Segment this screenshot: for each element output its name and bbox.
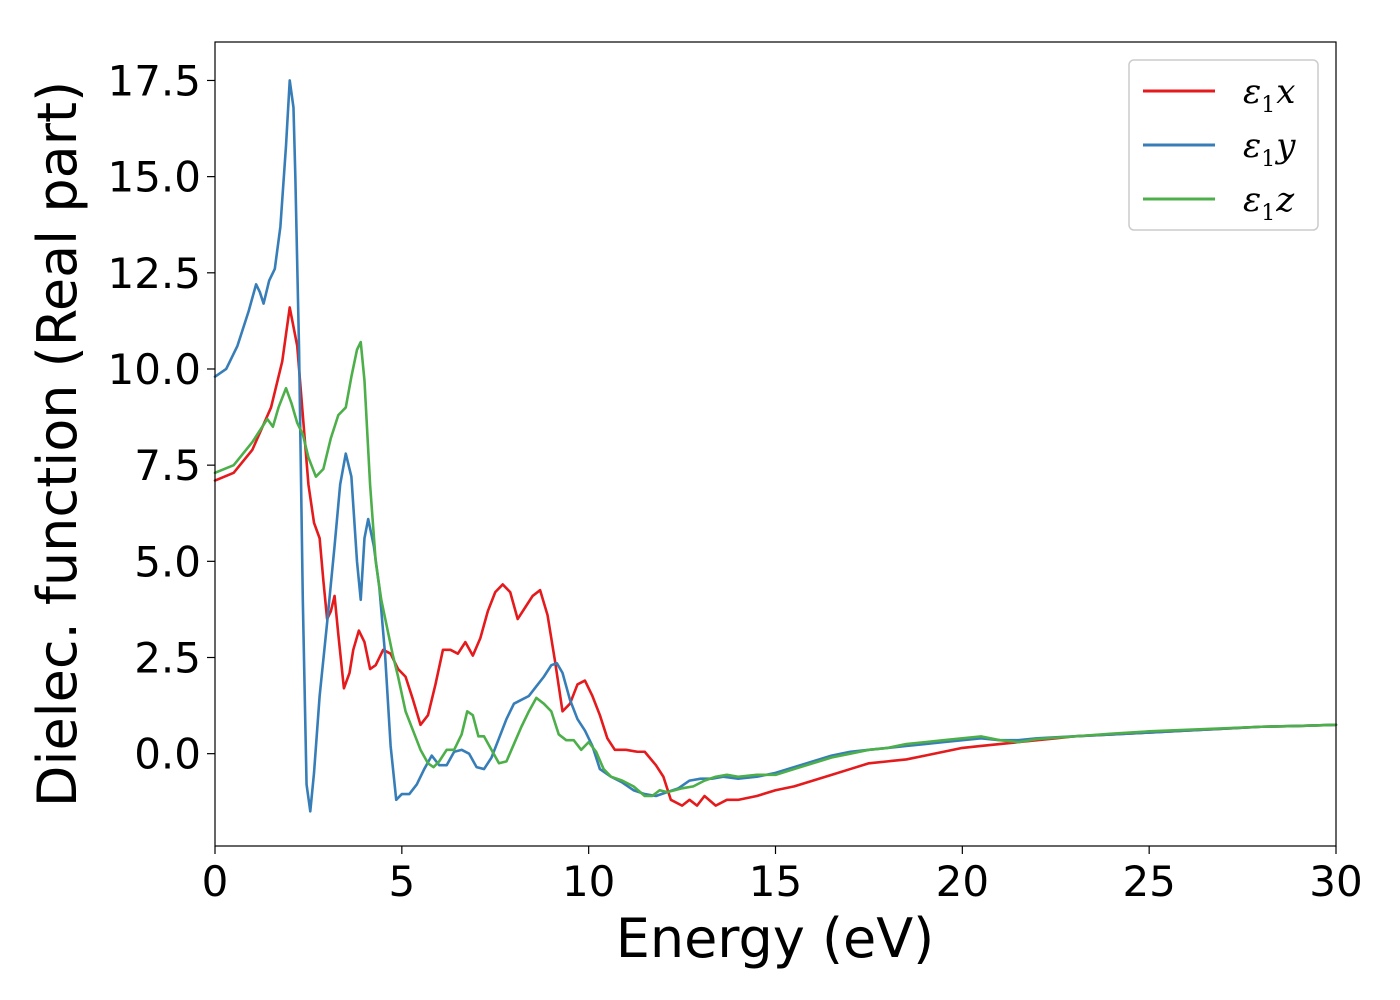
legend-symbol: ε [1243, 180, 1261, 220]
y-tick-label: 17.5 [107, 56, 201, 105]
y-axis: 0.0 2.5 5.0 7.5 10.0 12.5 15.0 17.5 [107, 56, 215, 779]
x-axis-title: Energy (eV) [616, 907, 935, 970]
x-tick-label: 15 [749, 857, 802, 906]
y-axis-title: Dielec. function (Real part) [26, 81, 89, 807]
legend-subscript: 1 [1261, 93, 1275, 118]
x-tick-label: 25 [1122, 857, 1175, 906]
legend-component: z [1275, 180, 1295, 220]
legend-symbol: ε [1243, 72, 1261, 112]
legend-component: x [1276, 72, 1295, 112]
x-tick-label: 10 [562, 857, 615, 906]
y-tick-label: 7.5 [134, 441, 201, 490]
y-tick-label: 15.0 [107, 153, 201, 202]
legend-component: y [1274, 126, 1296, 166]
y-tick-label: 0.0 [134, 730, 201, 779]
x-axis: 0 5 10 15 20 25 30 [202, 846, 1363, 906]
series-line-x [213, 306, 1338, 807]
x-tick-label: 5 [388, 857, 415, 906]
legend-subscript: 1 [1261, 147, 1275, 172]
x-tick-label: 0 [202, 857, 229, 906]
legend-subscript: 1 [1261, 201, 1275, 226]
series-line-z [213, 340, 1338, 798]
legend-box [1128, 59, 1319, 231]
y-tick-label: 12.5 [107, 249, 201, 298]
legend-label-z: ε1z [1243, 180, 1295, 226]
y-tick-label: 2.5 [134, 634, 201, 683]
series-layer [213, 79, 1338, 813]
x-tick-label: 30 [1309, 857, 1362, 906]
y-tick-label: 10.0 [107, 345, 201, 394]
y-tick-label: 5.0 [134, 537, 201, 586]
x-tick-label: 20 [936, 857, 989, 906]
legend-symbol: ε [1243, 126, 1261, 166]
legend-label-y: ε1y [1243, 126, 1296, 172]
legend-label-x: ε1x [1243, 72, 1295, 118]
